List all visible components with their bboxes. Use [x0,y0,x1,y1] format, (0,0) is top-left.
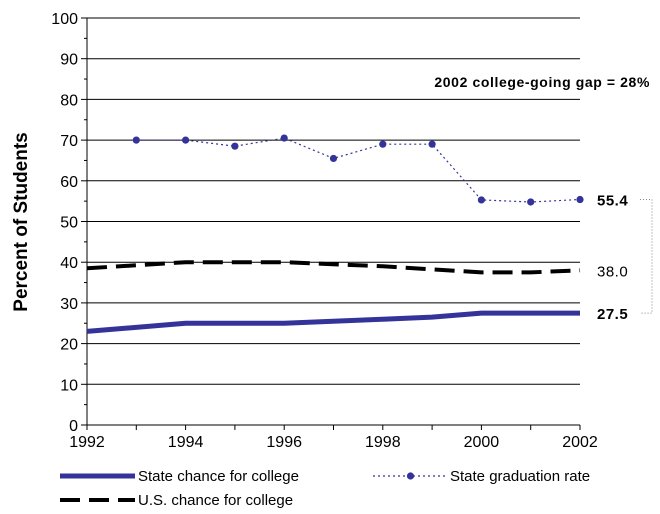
series-line-2 [86,260,581,275]
y-tick-label-30: 30 [60,296,78,313]
gridlines [87,17,580,385]
data-point [428,140,436,148]
data-point [280,134,288,142]
x-tick-label-1998: 1998 [365,434,401,451]
y-tick-label-50: 50 [60,215,78,232]
data-point [329,154,338,163]
gap-bracket [640,199,653,314]
gap-annotation: 2002 college-going gap = 28% [434,74,653,314]
data-point [231,142,239,150]
data-point [477,196,485,204]
y-tick-labels: 0 10 20 30 40 50 60 70 80 90 100 [51,11,78,435]
series-lines [86,134,584,334]
series-line-1 [136,137,581,203]
y-tick-label-0: 0 [69,418,78,435]
x-tick-labels: 1992 1994 1996 1998 2000 2002 [69,434,598,451]
y-tick-label-80: 80 [60,92,78,109]
data-point [379,140,387,148]
x-tick-label-1992: 1992 [69,434,105,451]
y-tick-label-20: 20 [60,337,78,354]
y-axis-label: Percent of Students [11,132,32,311]
axes [81,17,581,430]
x-tick-label-1994: 1994 [168,434,204,451]
data-point [576,195,584,204]
legend-label-2: U.S. chance for college [138,492,293,509]
y-tick-label-40: 40 [60,255,78,272]
data-point [527,198,535,206]
legend-marker [406,472,415,480]
legend: State chance for college State graduation… [60,468,590,509]
end-label-0: 27.5 [597,306,628,323]
y-tick-label-90: 90 [60,52,78,69]
legend-label-1: State graduation rate [450,468,590,485]
y-tick-label-70: 70 [60,133,78,150]
gap-annotation-text: 2002 college-going gap = 28% [434,74,650,90]
x-tick-label-2000: 2000 [464,434,500,451]
x-tick-label-2002: 2002 [562,434,598,451]
data-point [182,136,190,144]
end-label-1: 55.4 [597,193,628,210]
data-point [132,136,140,144]
y-tick-label-10: 10 [60,377,78,394]
series-line-0 [86,310,580,334]
legend-label-0: State chance for college [138,468,299,485]
end-label-2: 38.0 [597,263,628,280]
y-tick-label-60: 60 [60,174,78,191]
x-tick-label-1996: 1996 [266,434,302,451]
end-labels: 27.5 55.4 38.0 [597,193,628,324]
y-tick-label-100: 100 [51,11,78,28]
